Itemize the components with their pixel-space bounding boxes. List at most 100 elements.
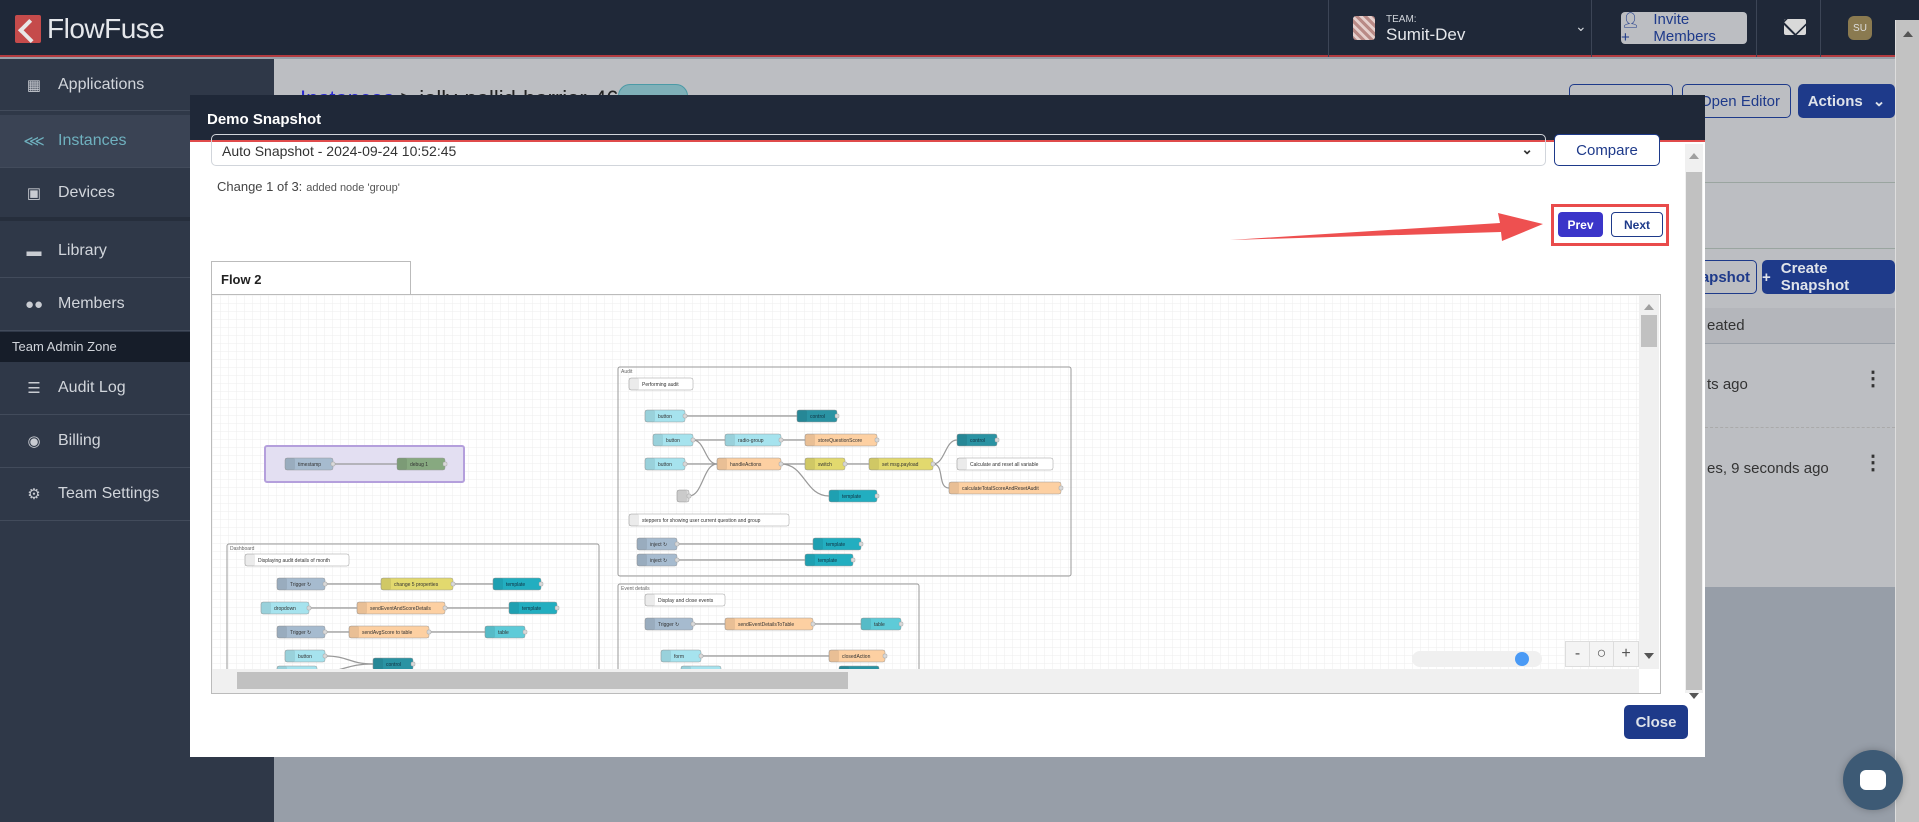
flow-node-port <box>538 581 544 587</box>
sidebar-item-library[interactable]: ▬ Library <box>0 225 274 278</box>
flow-node-port <box>426 629 432 635</box>
snapshot-select[interactable]: Auto Snapshot - 2024-09-24 10:52:45 ⌄ <box>211 134 1546 166</box>
scroll-up-icon[interactable] <box>1689 148 1699 159</box>
flow-node-label: inject ↻ <box>650 542 667 548</box>
compare-label: Compare <box>1576 141 1638 159</box>
scroll-up-icon[interactable] <box>1644 299 1654 310</box>
sidebar-item-devices[interactable]: ▣ Devices <box>0 168 274 221</box>
canvas-horizontal-scrollbar[interactable] <box>212 669 1639 693</box>
sidebar-item-audit-log[interactable]: ☰ Audit Log <box>0 362 274 415</box>
zoom-slider-handle[interactable] <box>1515 652 1529 666</box>
flow-node-icon <box>813 538 823 550</box>
tab-flow-2[interactable]: Flow 2 <box>211 261 411 295</box>
flow-node-icon <box>681 666 691 669</box>
mail-icon[interactable] <box>1784 19 1806 35</box>
top-navbar: FlowFuse TEAM: Sumit-Dev ⌄ 👤︎+ Invite Me… <box>0 0 1919 57</box>
chat-widget-button[interactable] <box>1843 750 1903 810</box>
gear-icon: ⚙ <box>27 486 41 503</box>
chevron-down-icon: ⌄ <box>1521 141 1533 157</box>
zoom-reset-button[interactable]: ○ <box>1590 642 1614 666</box>
flow-node-label: sendEventAndScoreDetails <box>370 606 431 612</box>
close-label: Close <box>1635 713 1677 731</box>
flow-wire <box>932 439 958 465</box>
flow-node-label: Trigger ↻ <box>290 630 311 636</box>
flow-node-icon <box>677 490 687 502</box>
flow-group <box>617 366 1072 577</box>
scrollbar-thumb[interactable] <box>1686 172 1702 690</box>
team-selector[interactable]: Sumit-Dev <box>1386 25 1466 44</box>
user-avatar[interactable]: SU <box>1848 16 1872 40</box>
user-plus-icon: 👤︎+ <box>1621 11 1641 46</box>
create-snapshot-button[interactable]: + Create Snapshot <box>1762 260 1895 294</box>
flow-node-port <box>450 581 456 587</box>
flow-node-icon <box>839 666 849 669</box>
sidebar-item-members[interactable]: ●● Members <box>0 278 274 331</box>
flow-node-icon <box>861 618 871 630</box>
flow-node-port <box>554 605 560 611</box>
next-change-button[interactable]: Next <box>1611 212 1663 237</box>
table-row[interactable]: ts ago ⋮ <box>1705 344 1895 428</box>
close-button[interactable]: Close <box>1624 705 1688 739</box>
flow-node-icon <box>493 578 503 590</box>
canvas-vertical-scrollbar[interactable] <box>1639 295 1659 669</box>
sidebar-item-applications[interactable]: ▦ Applications <box>0 59 274 111</box>
scroll-down-icon[interactable] <box>1644 653 1654 664</box>
flow-node-label: timestamp <box>298 462 321 468</box>
sidebar-item-label: Audit Log <box>58 379 126 396</box>
flow-node-label: storeQuestionScore <box>818 438 862 444</box>
flow-group-label: Dashboard <box>230 546 255 552</box>
flow-node-icon <box>957 434 967 446</box>
divider <box>1705 248 1895 249</box>
divider <box>1328 0 1329 57</box>
scrollbar-thumb[interactable] <box>1641 315 1657 347</box>
flow-node-label: button <box>658 462 672 468</box>
zoom-out-button[interactable]: - <box>1566 642 1590 666</box>
compare-button[interactable]: Compare <box>1554 134 1660 166</box>
zoom-in-button[interactable]: + <box>1621 645 1631 662</box>
scroll-down-icon[interactable] <box>1689 693 1699 704</box>
flow-node-icon <box>485 626 495 638</box>
flowfuse-logo-icon <box>15 15 41 43</box>
flow-canvas[interactable]: Audit Dashboard Event details Performing au… <box>211 294 1661 694</box>
flow-node-icon <box>349 626 359 638</box>
annotation-arrow-shape <box>1230 213 1543 241</box>
kebab-menu-icon[interactable]: ⋮ <box>1863 452 1883 474</box>
dialog-scrollbar[interactable] <box>1685 144 1703 699</box>
flow-node-port <box>330 461 336 467</box>
flow-wire <box>688 463 718 497</box>
chevron-down-icon: ⌄ <box>1872 93 1886 110</box>
flow-node-label: Trigger ↻ <box>658 622 679 628</box>
applications-icon: ▦ <box>26 76 42 94</box>
invite-members-button[interactable]: 👤︎+ Invite Members <box>1621 11 1747 46</box>
prev-change-button[interactable]: Prev <box>1558 212 1603 237</box>
snapshot-button-label: apshot <box>1700 268 1750 286</box>
tab-label: Flow 2 <box>221 272 262 287</box>
flow-node-port <box>842 461 848 467</box>
flow-node-label: sendEventDetailsToTable <box>738 622 794 628</box>
flow-node-port <box>778 437 784 443</box>
scrollbar-thumb[interactable] <box>237 672 848 689</box>
change-description: added node 'group' <box>306 182 400 194</box>
flow-node-label: debug 1 <box>410 462 428 468</box>
dialog-title: Demo Snapshot <box>207 111 322 128</box>
flow-node <box>956 457 1054 471</box>
divider <box>1820 0 1821 57</box>
flow-node-label: table <box>498 630 509 636</box>
flow-wire <box>338 663 374 669</box>
flow-node-label: closedAction <box>842 654 871 660</box>
page-scrollbar[interactable] <box>1895 20 1919 822</box>
change-summary: Change 1 of 3: added node 'group' <box>217 179 400 194</box>
flow-node-label: inject ↻ <box>650 558 667 564</box>
sidebar-item-label: Instances <box>58 132 127 149</box>
table-row[interactable]: es, 9 seconds ago ⋮ <box>1705 428 1895 512</box>
flowfuse-logo[interactable]: FlowFuse <box>15 13 165 45</box>
kebab-menu-icon[interactable]: ⋮ <box>1863 368 1883 390</box>
sidebar-item-billing[interactable]: ◉ Billing <box>0 415 274 468</box>
zoom-slider[interactable] <box>1412 651 1542 667</box>
divider <box>1756 0 1757 57</box>
chevron-down-icon[interactable]: ⌄ <box>1575 18 1587 34</box>
sidebar-item-team-settings[interactable]: ⚙ Team Settings <box>0 468 274 521</box>
scroll-up-icon[interactable] <box>1903 26 1913 37</box>
actions-button[interactable]: Actions ⌄ <box>1798 84 1895 118</box>
flow-node-icon <box>829 650 839 662</box>
